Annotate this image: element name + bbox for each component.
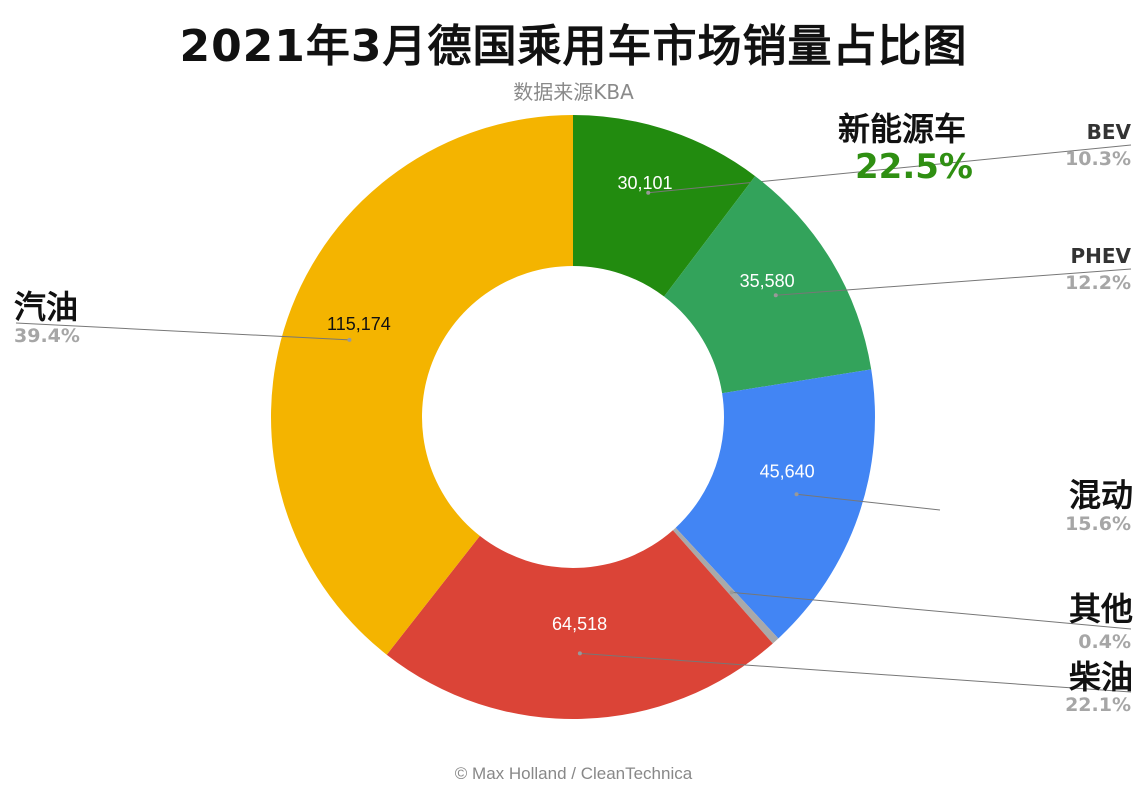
- value-label-hybrid: 45,640: [760, 462, 815, 482]
- slice-diesel: [386, 530, 773, 719]
- leader-line-other: [731, 591, 1132, 630]
- legend-label-diesel: 柴油: [1068, 658, 1133, 696]
- legend-pct-diesel: 22.1%: [1065, 694, 1131, 716]
- group-pct-nev: 22.5%: [855, 147, 973, 187]
- slice-other: [672, 527, 779, 644]
- leader-dot-bev: [646, 190, 651, 195]
- slice-petrol: [271, 115, 573, 655]
- value-label-bev: 30,101: [618, 173, 673, 193]
- leader-dot-hybrid: [794, 492, 799, 497]
- legend-pct-petrol: 39.4%: [14, 325, 80, 347]
- value-label-petrol: 115,174: [327, 314, 391, 334]
- leader-dot-petrol: [347, 337, 352, 342]
- legend-pct-other: 0.4%: [1078, 631, 1131, 653]
- legend-pct-phev: 12.2%: [1065, 272, 1131, 294]
- value-label-diesel: 64,518: [552, 614, 607, 634]
- credit-text: © Max Holland / CleanTechnica: [454, 764, 693, 783]
- chart-title: 2021年3月德国乘用车市场销量占比图: [179, 21, 968, 72]
- leader-line-bev: [648, 144, 1132, 194]
- leader-dot-other: [729, 590, 734, 595]
- leader-line-petrol: [15, 322, 350, 341]
- legend-label-bev: BEV: [1086, 120, 1131, 144]
- chart-subtitle: 数据来源KBA: [513, 80, 634, 104]
- legend-label-hybrid: 混动: [1068, 476, 1133, 514]
- legend-label-petrol: 汽油: [14, 288, 79, 326]
- leader-line-phev: [775, 268, 1132, 296]
- leader-line-diesel: [579, 652, 1132, 693]
- legend-label-phev: PHEV: [1070, 244, 1131, 268]
- legend-pct-bev: 10.3%: [1065, 148, 1131, 170]
- group-label-nev: 新能源车: [838, 110, 967, 148]
- slice-hybrid: [675, 369, 875, 639]
- legend-pct-hybrid: 15.6%: [1065, 513, 1131, 535]
- slice-phev: [664, 176, 872, 394]
- leader-dot-diesel: [577, 651, 582, 656]
- leader-line-hybrid: [796, 493, 941, 511]
- value-label-phev: 35,580: [740, 271, 795, 291]
- leader-dot-phev: [773, 293, 778, 298]
- slice-bev: [573, 115, 756, 297]
- legend-label-other: 其他: [1068, 590, 1133, 628]
